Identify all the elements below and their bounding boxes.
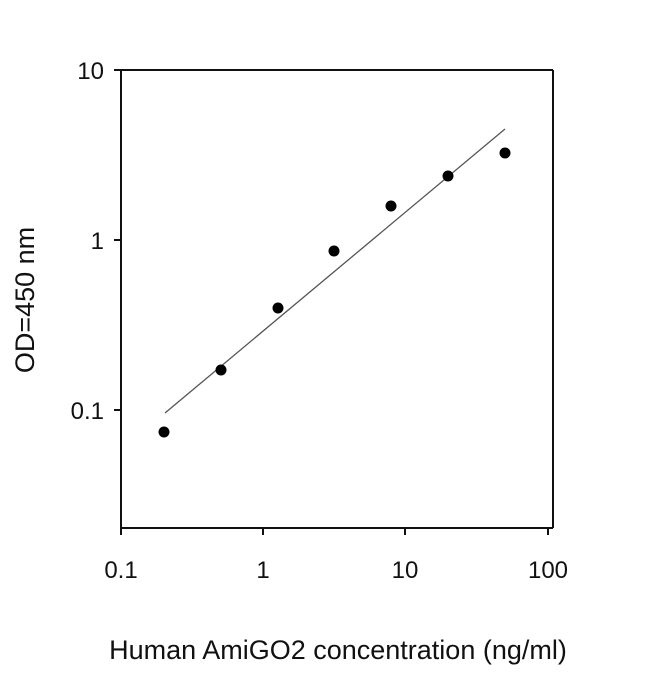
x-tick-label-1: 1 (256, 557, 269, 584)
y-tick-label-10: 10 (77, 58, 104, 85)
plot-frame (120, 69, 554, 529)
y-axis-title: OD=450 nm (10, 227, 40, 373)
x-tick-label-0.1: 0.1 (104, 557, 137, 584)
data-point (385, 200, 397, 212)
y-tick-label-0.1: 0.1 (71, 398, 104, 425)
data-points (158, 147, 511, 438)
y-tick-labels: 10 1 0.1 (71, 58, 104, 425)
y-tick-label-1: 1 (91, 228, 104, 255)
data-point (215, 364, 227, 376)
data-point (272, 302, 284, 314)
data-point (442, 170, 454, 182)
x-ticks (120, 528, 549, 535)
data-point (328, 245, 340, 257)
x-tick-labels: 0.1 1 10 100 (104, 557, 568, 584)
data-point (158, 426, 170, 438)
x-axis-title: Human AmiGO2 concentration (ng/ml) (109, 635, 567, 665)
x-tick-label-100: 100 (528, 557, 568, 584)
data-point (499, 147, 511, 159)
y-ticks (114, 69, 121, 411)
x-tick-label-10: 10 (392, 557, 419, 584)
